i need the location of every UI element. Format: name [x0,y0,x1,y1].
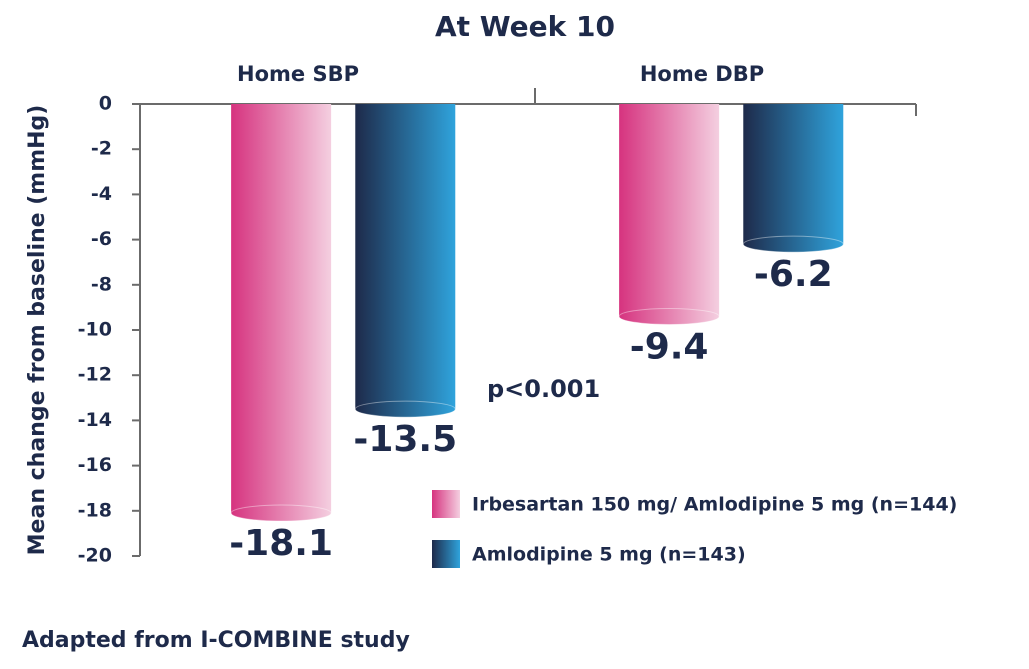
y-tick-label: -8 [91,273,112,295]
y-tick-label: -14 [78,409,112,431]
chart-title: At Week 10 [435,10,615,43]
legend-label: Irbesartan 150 mg/ Amlodipine 5 mg (n=14… [472,494,957,516]
legend-label: Amlodipine 5 mg (n=143) [472,544,746,566]
value-label: -6.2 [754,254,833,295]
bar-cap [742,235,844,253]
bar-cap [230,504,332,522]
bar [743,104,844,245]
value-label: -13.5 [353,419,457,460]
bar-cap [354,400,456,418]
y-axis-title: Mean change from baseline (mmHg) [25,105,50,556]
x-tick-label: Home SBP [237,62,359,86]
legend-swatch [432,540,460,568]
y-tick-label: -12 [78,364,112,386]
x-tick-label: Home DBP [640,62,764,86]
bar [355,104,456,410]
y-tick-label: -4 [91,183,112,205]
value-label: -18.1 [229,523,333,564]
y-tick-label: -6 [91,228,112,250]
y-tick-label: -18 [78,499,112,521]
bar [231,104,332,514]
value-label: -9.4 [630,326,709,367]
y-tick-label: -16 [78,454,112,476]
annotation: p<0.001 [487,375,600,403]
y-tick-label: -20 [78,545,112,567]
footnote: Adapted from I-COMBINE study [22,628,410,653]
legend-swatch [432,490,460,518]
y-tick-label: -10 [78,319,112,341]
bar [619,104,720,317]
y-tick-label: -2 [91,138,112,160]
y-tick-label: 0 [99,93,112,115]
bar-cap [618,307,720,325]
